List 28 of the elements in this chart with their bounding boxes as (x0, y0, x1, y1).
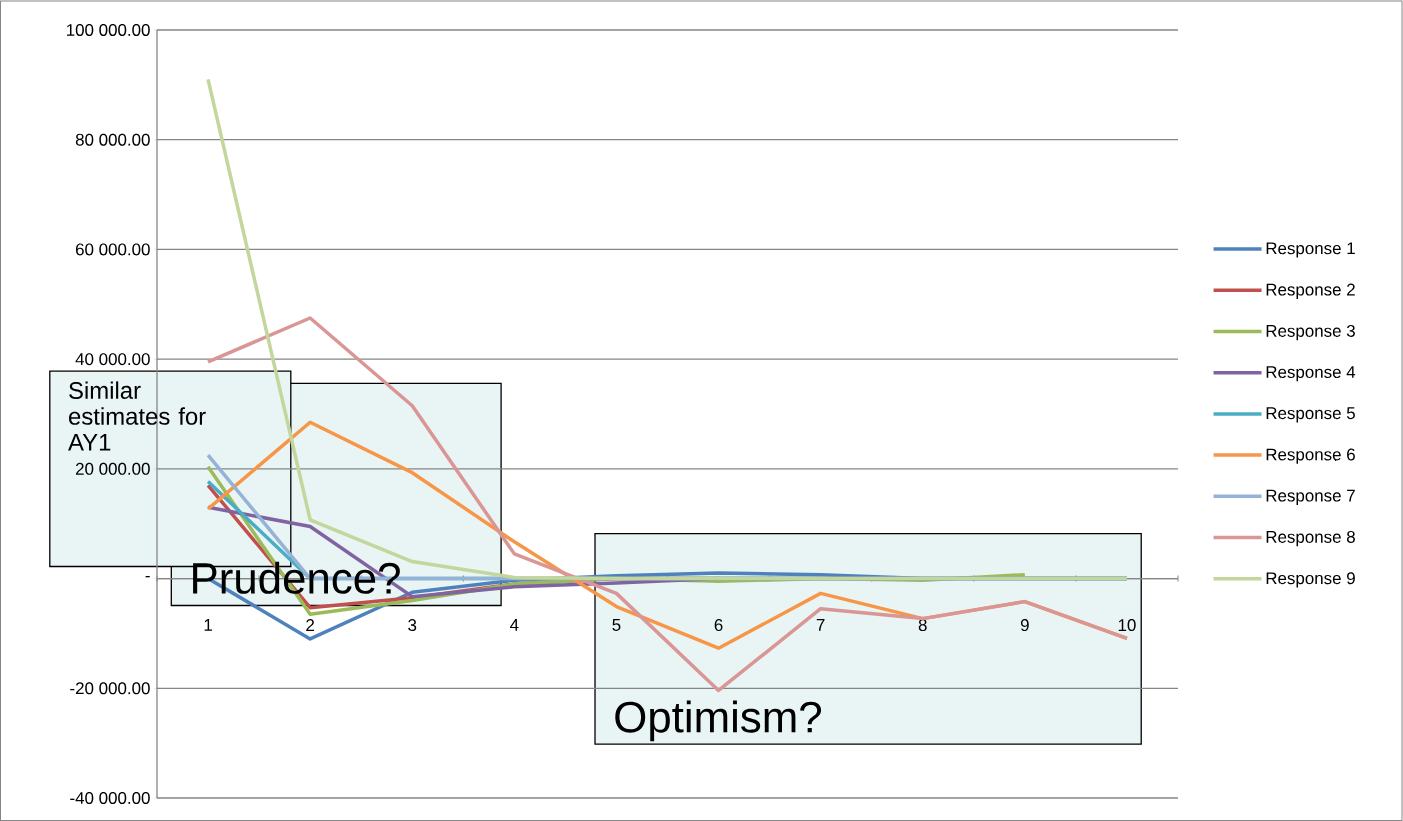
x-tick-label: 6 (714, 619, 723, 632)
y-tick-label: 60 000.00 (75, 243, 150, 256)
legend-label: Response 4 (1266, 366, 1356, 382)
y-tick-label: -40 000.00 (70, 792, 150, 804)
legend-label: Response 9 (1266, 572, 1355, 588)
y-tick-label: 20 000.00 (75, 462, 150, 475)
x-tick-label: 2 (306, 619, 314, 631)
x-tick-label: 9 (1020, 619, 1029, 632)
y-tick-label: - (145, 575, 150, 578)
legend-label: Response 2 (1266, 283, 1355, 299)
x-tick-label: 5 (612, 619, 621, 631)
legend-label: Response 7 (1266, 489, 1355, 505)
annotation: Similar estimates for AY1 (68, 381, 206, 451)
x-tick-label: 1 (204, 619, 212, 631)
y-tick-label: 40 000.00 (75, 353, 150, 366)
legend-label: Response 8 (1266, 530, 1355, 547)
legend-label: Response 5 (1266, 407, 1355, 423)
annotation: Optimism? (615, 700, 822, 742)
x-tick-label: 4 (510, 619, 519, 631)
x-tick-label: 10 (1118, 619, 1136, 632)
x-tick-label: 7 (816, 619, 825, 631)
legend-label: Response 6 (1266, 448, 1355, 464)
x-tick-label: 3 (408, 619, 417, 632)
legend-label: Response 1 (1266, 242, 1355, 258)
y-tick-label: -20 000.00 (70, 682, 150, 695)
y-tick-label: 100 000.00 (67, 23, 150, 36)
legend-label: Response 3 (1266, 324, 1355, 341)
y-tick-label: 80 000.00 (75, 133, 150, 146)
